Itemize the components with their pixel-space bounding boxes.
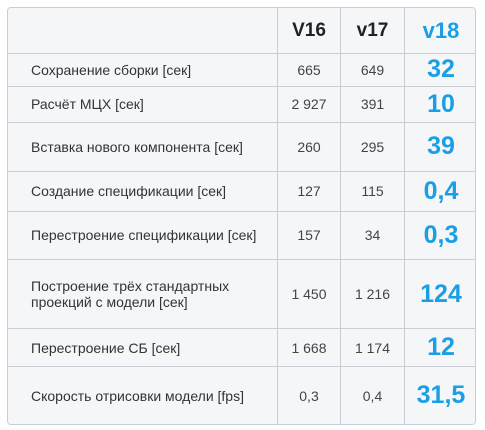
value-v18: 124 <box>405 260 475 330</box>
value-v16: 1 668 <box>278 329 341 368</box>
header-v16: V16 <box>278 8 341 54</box>
value-v16: 157 <box>278 211 341 261</box>
table-row: Вставка нового компонента [сек] 260 295 … <box>8 123 475 172</box>
table-header-row: V16 v17 v18 <box>8 8 475 54</box>
value-v18: 0,4 <box>405 171 475 212</box>
value-v16: 1 450 <box>278 260 341 330</box>
table-row: Сохранение сборки [сек] 665 649 32 <box>8 54 475 87</box>
header-v17: v17 <box>341 8 405 54</box>
table-row: Перестроение спецификации [сек] 157 34 0… <box>8 211 475 261</box>
value-v16: 665 <box>278 54 341 87</box>
comparison-table-frame: V16 v17 v18 Сохранение сборки [сек] 665 … <box>7 7 476 425</box>
value-v17: 1 174 <box>341 329 405 368</box>
value-v18: 12 <box>405 329 475 368</box>
value-v17: 391 <box>341 86 405 124</box>
row-label: Сохранение сборки [сек] <box>8 54 278 87</box>
value-v17: 0,4 <box>341 367 405 424</box>
value-v17: 1 216 <box>341 260 405 330</box>
value-v17: 649 <box>341 54 405 87</box>
row-label: Расчёт МЦХ [сек] <box>8 86 278 124</box>
value-v18: 32 <box>405 54 475 87</box>
value-v16: 260 <box>278 123 341 172</box>
value-v17: 115 <box>341 171 405 212</box>
row-label: Создание спецификации [сек] <box>8 171 278 212</box>
value-v16: 2 927 <box>278 86 341 124</box>
value-v18: 10 <box>405 86 475 124</box>
table-row: Перестроение СБ [сек] 1 668 1 174 12 <box>8 329 475 368</box>
value-v17: 34 <box>341 211 405 261</box>
value-v16: 127 <box>278 171 341 212</box>
row-label: Перестроение спецификации [сек] <box>8 211 278 261</box>
row-label: Вставка нового компонента [сек] <box>8 123 278 172</box>
table-row: Создание спецификации [сек] 127 115 0,4 <box>8 171 475 212</box>
row-label: Скорость отрисовки модели [fps] <box>8 367 278 424</box>
table-row: Построение трёх стандартных проекций с м… <box>8 260 475 330</box>
version-comparison-table: V16 v17 v18 Сохранение сборки [сек] 665 … <box>8 8 475 424</box>
table-row: Расчёт МЦХ [сек] 2 927 391 10 <box>8 86 475 124</box>
value-v18: 0,3 <box>405 211 475 261</box>
row-label: Построение трёх стандартных проекций с м… <box>8 260 278 330</box>
value-v17: 295 <box>341 123 405 172</box>
header-v18: v18 <box>405 8 475 54</box>
table-row: Скорость отрисовки модели [fps] 0,3 0,4 … <box>8 367 475 424</box>
row-label: Перестроение СБ [сек] <box>8 329 278 368</box>
value-v16: 0,3 <box>278 367 341 424</box>
header-label-cell <box>8 8 278 54</box>
value-v18: 31,5 <box>405 367 475 424</box>
value-v18: 39 <box>405 123 475 172</box>
